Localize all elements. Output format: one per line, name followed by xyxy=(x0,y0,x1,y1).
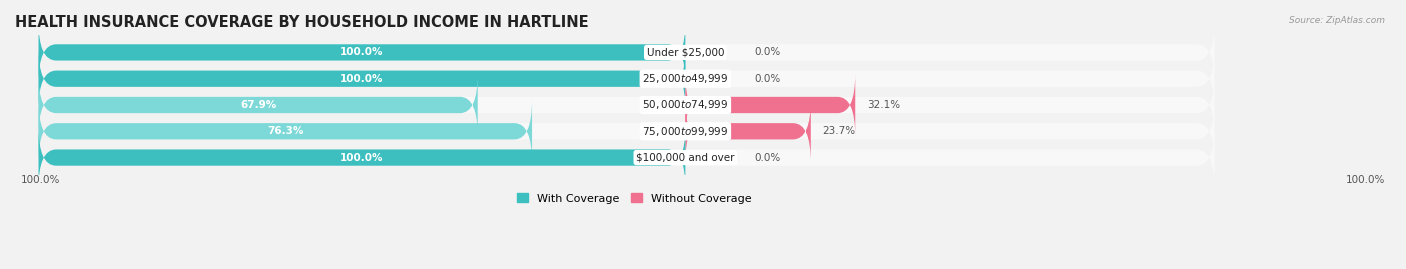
Text: 76.3%: 76.3% xyxy=(267,126,304,136)
FancyBboxPatch shape xyxy=(38,126,1215,189)
Text: 100.0%: 100.0% xyxy=(340,74,384,84)
Text: $100,000 and over: $100,000 and over xyxy=(636,153,734,162)
FancyBboxPatch shape xyxy=(38,126,685,189)
Text: 0.0%: 0.0% xyxy=(755,74,780,84)
Text: 32.1%: 32.1% xyxy=(868,100,900,110)
Text: Source: ZipAtlas.com: Source: ZipAtlas.com xyxy=(1289,16,1385,25)
Text: $50,000 to $74,999: $50,000 to $74,999 xyxy=(643,98,728,111)
Text: 100.0%: 100.0% xyxy=(21,175,60,185)
Text: 0.0%: 0.0% xyxy=(755,47,780,57)
FancyBboxPatch shape xyxy=(38,47,1215,110)
FancyBboxPatch shape xyxy=(38,100,531,162)
Text: Under $25,000: Under $25,000 xyxy=(647,47,724,57)
Text: HEALTH INSURANCE COVERAGE BY HOUSEHOLD INCOME IN HARTLINE: HEALTH INSURANCE COVERAGE BY HOUSEHOLD I… xyxy=(15,15,589,30)
FancyBboxPatch shape xyxy=(38,21,685,84)
FancyBboxPatch shape xyxy=(38,100,1215,162)
FancyBboxPatch shape xyxy=(38,47,685,110)
Text: 23.7%: 23.7% xyxy=(823,126,856,136)
FancyBboxPatch shape xyxy=(38,74,1215,136)
Text: 100.0%: 100.0% xyxy=(1346,175,1385,185)
FancyBboxPatch shape xyxy=(685,74,855,136)
FancyBboxPatch shape xyxy=(685,100,811,162)
Text: $25,000 to $49,999: $25,000 to $49,999 xyxy=(643,72,728,85)
Text: 0.0%: 0.0% xyxy=(755,153,780,162)
Text: $75,000 to $99,999: $75,000 to $99,999 xyxy=(643,125,728,138)
FancyBboxPatch shape xyxy=(38,74,478,136)
Legend: With Coverage, Without Coverage: With Coverage, Without Coverage xyxy=(513,189,755,208)
FancyBboxPatch shape xyxy=(38,21,1215,84)
Text: 67.9%: 67.9% xyxy=(240,100,276,110)
Text: 100.0%: 100.0% xyxy=(340,47,384,57)
Text: 100.0%: 100.0% xyxy=(340,153,384,162)
